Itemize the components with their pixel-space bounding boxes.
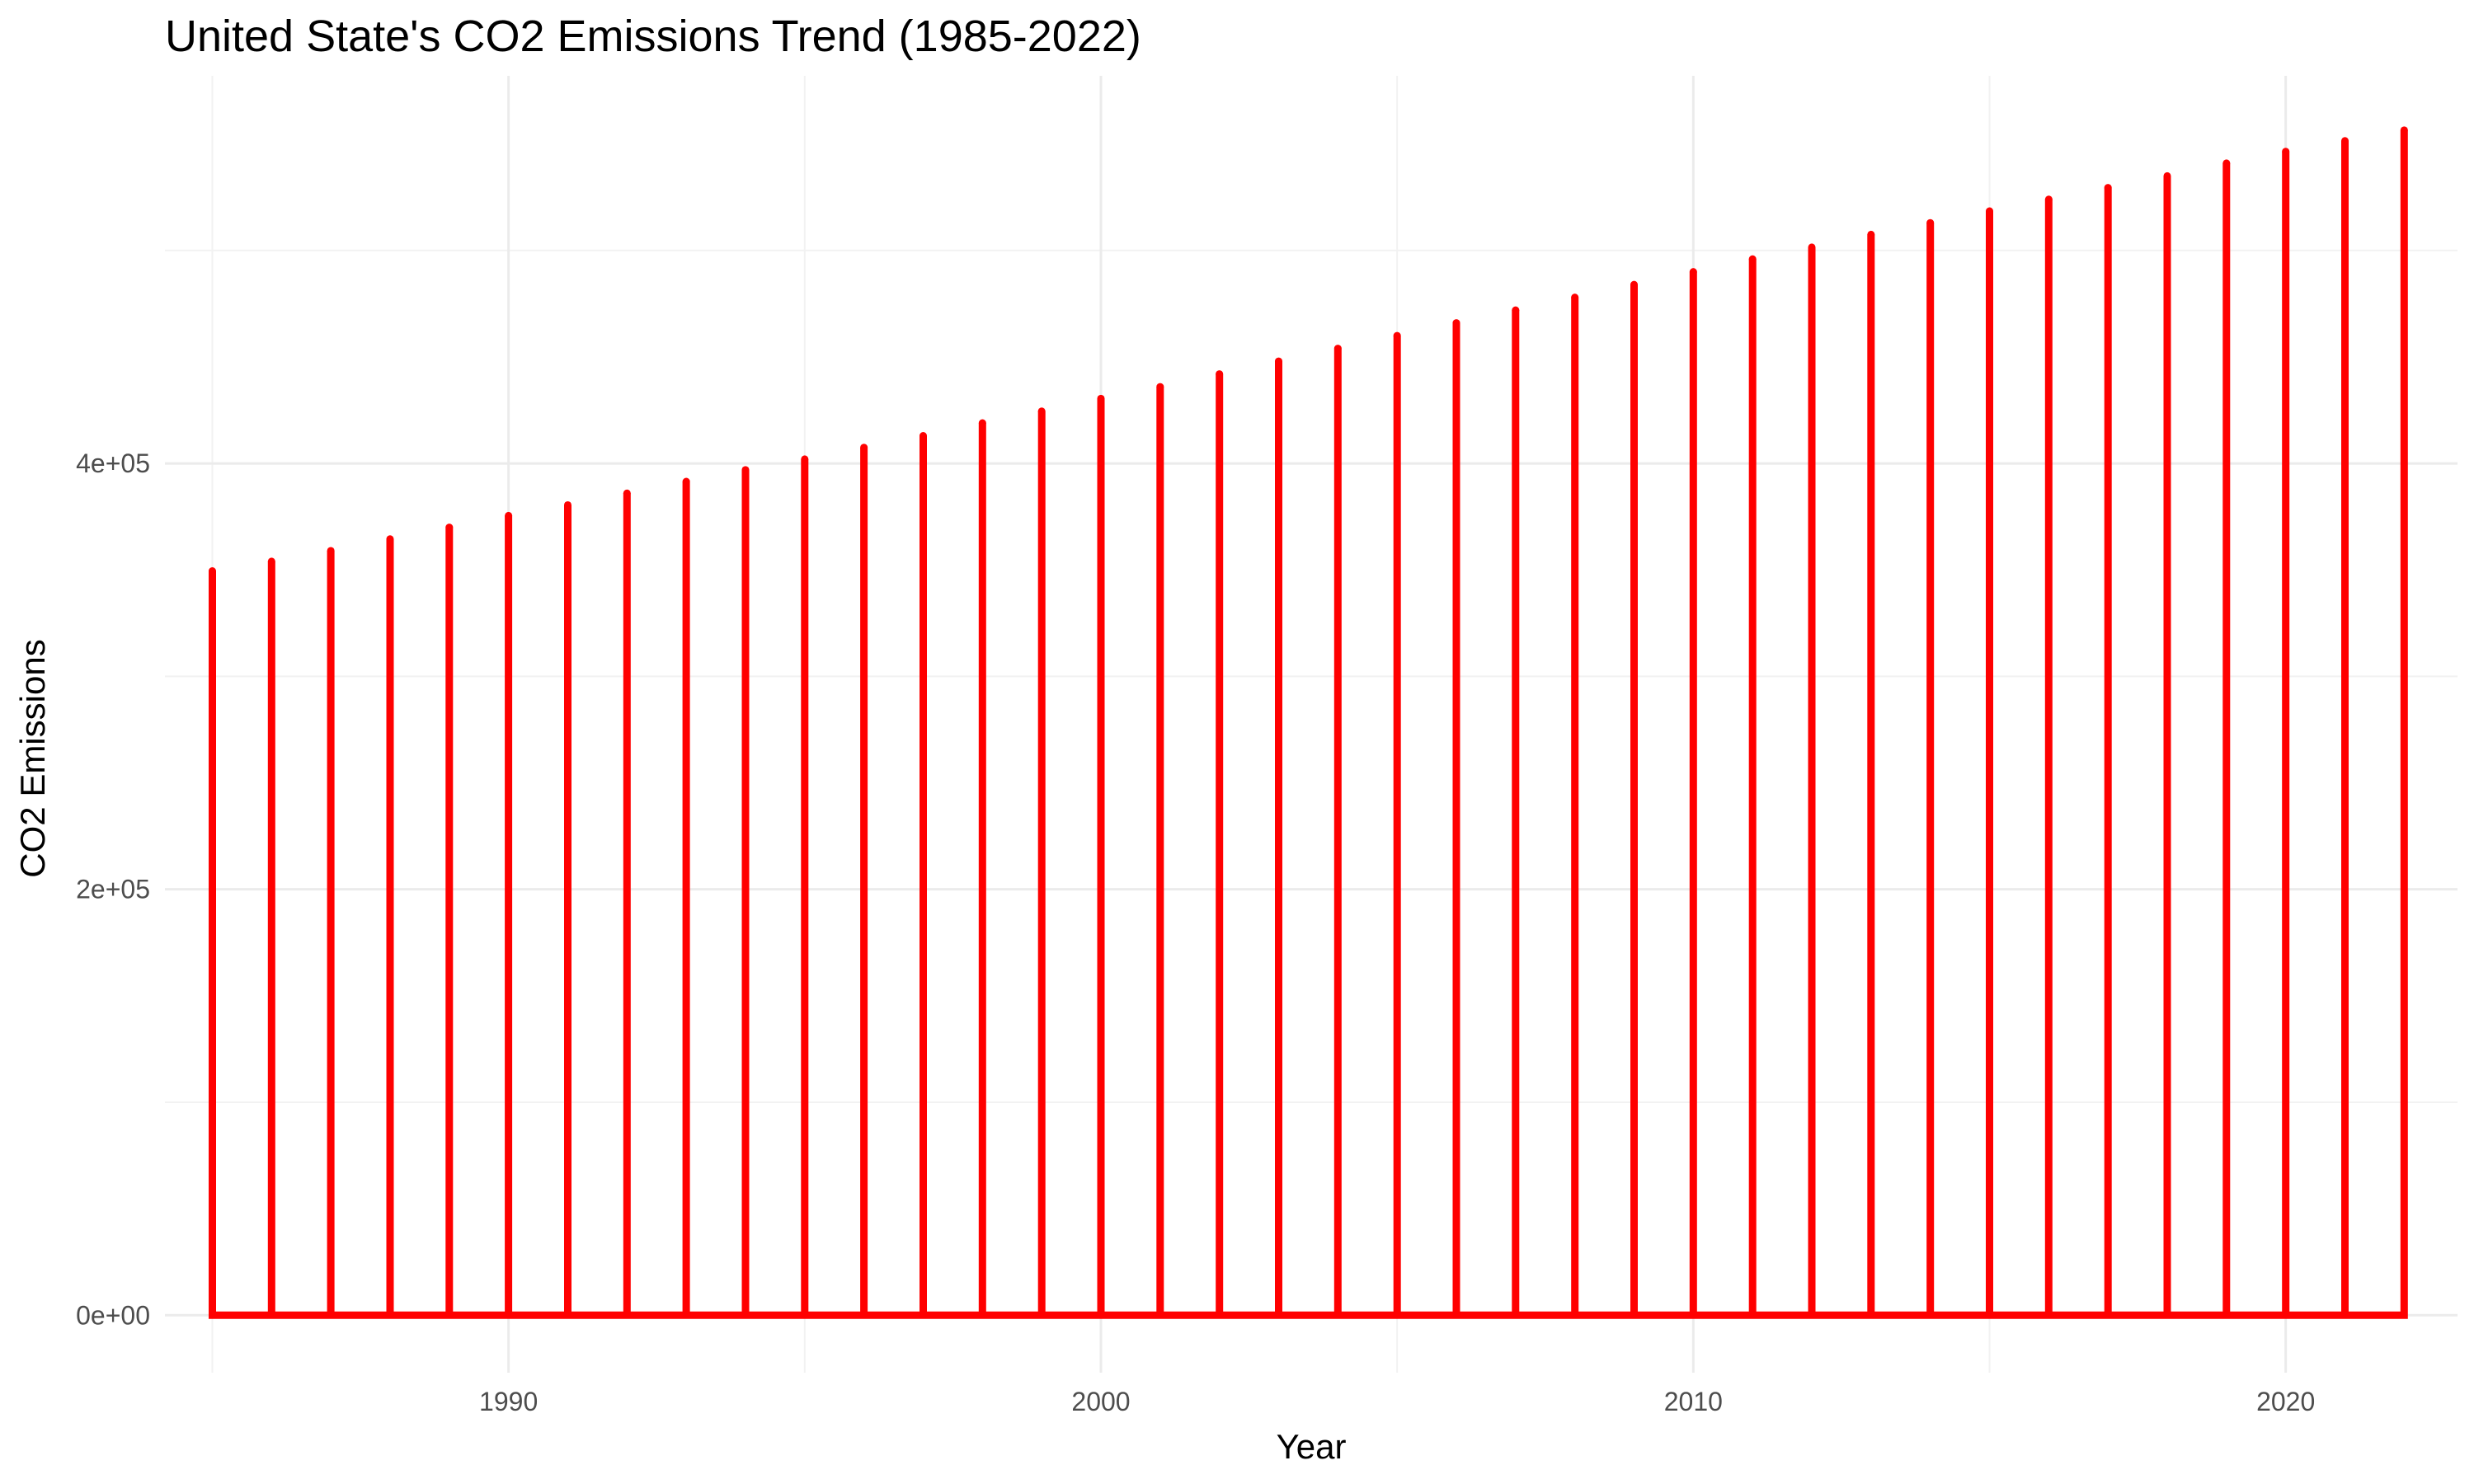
data-point xyxy=(1748,255,1757,263)
data-point xyxy=(1689,268,1697,276)
data-point xyxy=(682,477,690,486)
x-axis-title: Year xyxy=(1277,1427,1347,1466)
data-point xyxy=(1274,357,1282,365)
data-point xyxy=(1571,294,1579,302)
y-tick-label: 4e+05 xyxy=(76,448,150,478)
data-point xyxy=(1156,383,1164,391)
data-point xyxy=(1630,280,1638,289)
data-point xyxy=(2163,171,2171,180)
data-point xyxy=(1333,345,1342,353)
data-point xyxy=(267,557,275,566)
y-tick-label: 2e+05 xyxy=(76,875,150,904)
data-point xyxy=(1216,370,1224,378)
y-axis-title: CO2 Emissions xyxy=(13,639,52,877)
data-point xyxy=(1393,331,1401,340)
data-point xyxy=(741,466,750,474)
data-point xyxy=(208,567,216,575)
data-point xyxy=(563,500,571,509)
data-point xyxy=(1986,207,1994,215)
x-tick-label: 2000 xyxy=(1071,1387,1130,1416)
data-point xyxy=(2400,126,2408,134)
data-point xyxy=(2104,184,2112,192)
data-point xyxy=(1037,407,1046,416)
data-point xyxy=(1097,394,1105,402)
data-point xyxy=(445,524,454,532)
data-point xyxy=(623,489,631,497)
data-point xyxy=(801,455,809,463)
data-point xyxy=(1452,319,1460,327)
data-point xyxy=(919,432,927,440)
data-point xyxy=(2341,137,2349,145)
data-point xyxy=(1926,218,1935,227)
data-point xyxy=(2282,148,2290,156)
co2-emissions-line xyxy=(209,129,2408,1319)
chart-title: United State's CO2 Emissions Trend (1985… xyxy=(165,12,1141,61)
data-point xyxy=(327,547,335,555)
data-point xyxy=(978,419,986,427)
data-point xyxy=(2044,195,2053,204)
y-tick-label: 0e+00 xyxy=(76,1300,150,1330)
data-point xyxy=(2222,159,2231,167)
data-point xyxy=(860,444,868,452)
data-point xyxy=(1867,230,1875,238)
x-tick-label: 2020 xyxy=(2256,1387,2315,1416)
series-layer xyxy=(208,126,2408,1319)
x-tick-label: 1990 xyxy=(479,1387,538,1416)
data-point xyxy=(505,511,513,519)
data-point xyxy=(1808,243,1816,251)
x-tick-label: 2010 xyxy=(1664,1387,1723,1416)
data-point xyxy=(386,535,394,543)
data-point xyxy=(1512,306,1520,314)
tick-label-layer: 1990 2000 2010 2020 0e+00 2e+05 4e+05 xyxy=(76,448,2315,1416)
